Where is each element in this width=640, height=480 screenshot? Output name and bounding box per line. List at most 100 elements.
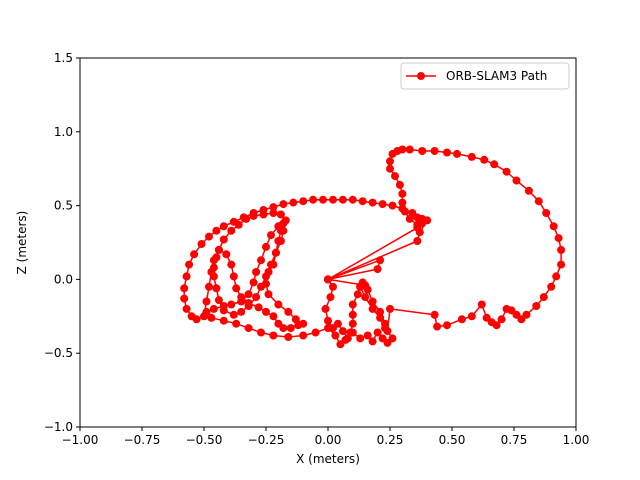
data-point [549,222,558,231]
data-point [269,209,278,217]
data-point [353,290,362,299]
data-point [398,204,407,213]
data-point [219,316,228,325]
data-point [381,319,389,328]
data-point [522,310,531,319]
x-tick-label: 1.00 [563,433,590,447]
data-point [227,260,236,269]
data-point [212,253,221,262]
data-point [286,324,295,333]
data-point [348,319,357,328]
data-point [376,313,385,322]
x-axis-ticks: −1.00 −0.75 −0.50 −0.25 0.00 0.25 0.50 0.75 1.00 [62,427,590,447]
legend-box [400,62,570,90]
data-point [388,334,397,343]
data-point [289,198,298,207]
data-point [274,237,283,245]
data-point [311,328,320,337]
data-point [539,293,548,302]
plot-area [79,57,577,428]
data-point [413,237,422,245]
data-point [430,147,439,155]
data-point [192,315,201,324]
data-point [212,226,221,235]
data-point [453,149,461,158]
y-tick-label: 0.0 [54,272,73,286]
data-point [299,331,308,340]
data-point [271,248,280,257]
data-point [214,296,223,305]
data-point [467,312,476,321]
data-point [264,290,273,299]
data-point [433,322,442,331]
data-point [557,245,566,254]
data-point [234,220,243,229]
data-point [386,304,394,313]
data-point [252,293,261,302]
y-axis-ticks: −1.0 −0.5 0.0 0.5 1.0 1.5 [44,51,80,434]
data-point [279,324,288,333]
data-point [329,195,337,204]
data-point [244,299,253,307]
data-point [324,316,332,325]
data-point [274,300,283,309]
data-point [443,148,451,157]
data-point [185,260,194,269]
data-point [341,335,350,344]
data-point [237,297,246,306]
data-point [259,210,268,219]
data-point [319,195,327,204]
data-point [348,310,357,319]
data-point [269,203,278,212]
data-point [388,201,397,210]
data-point [348,195,357,204]
y-tick-label: −0.5 [44,346,73,360]
data-point [376,307,385,316]
data-point [524,186,533,195]
data-point [331,331,340,340]
data-point [264,268,273,276]
y-axis-label: Z (meters) [15,211,29,275]
data-point [276,210,285,219]
x-tick-label: −0.50 [186,433,223,447]
data-point [368,304,377,313]
data-point [222,250,231,259]
data-point [415,228,424,237]
data-point [284,333,293,341]
data-point [368,198,377,207]
data-point [430,310,439,319]
data-point [244,324,253,333]
data-point [361,281,370,290]
data-point [207,313,216,322]
data-point [257,256,265,265]
data-point [388,149,397,158]
x-tick-label: 0.00 [315,433,342,447]
data-point [269,331,278,340]
data-point [398,189,407,198]
data-point [209,272,218,281]
data-point [284,307,293,316]
data-point [408,209,417,217]
data-point [376,256,385,265]
data-point [373,265,382,274]
data-point [321,304,330,313]
data-point [554,234,563,243]
data-point [274,222,283,231]
data-point [542,209,551,217]
data-point [219,302,228,310]
data-point [257,328,265,337]
data-point [209,304,218,313]
data-point [557,260,566,269]
data-point [229,272,238,281]
data-point [378,200,387,209]
data-point [333,319,342,328]
data-point [552,272,561,281]
data-point [386,157,394,166]
y-tick-label: 1.0 [54,125,73,139]
x-tick-label: −0.25 [248,433,285,447]
data-point [180,284,189,293]
data-point [368,337,377,346]
x-tick-label: −1.00 [62,433,99,447]
x-tick-label: 0.50 [439,433,466,447]
